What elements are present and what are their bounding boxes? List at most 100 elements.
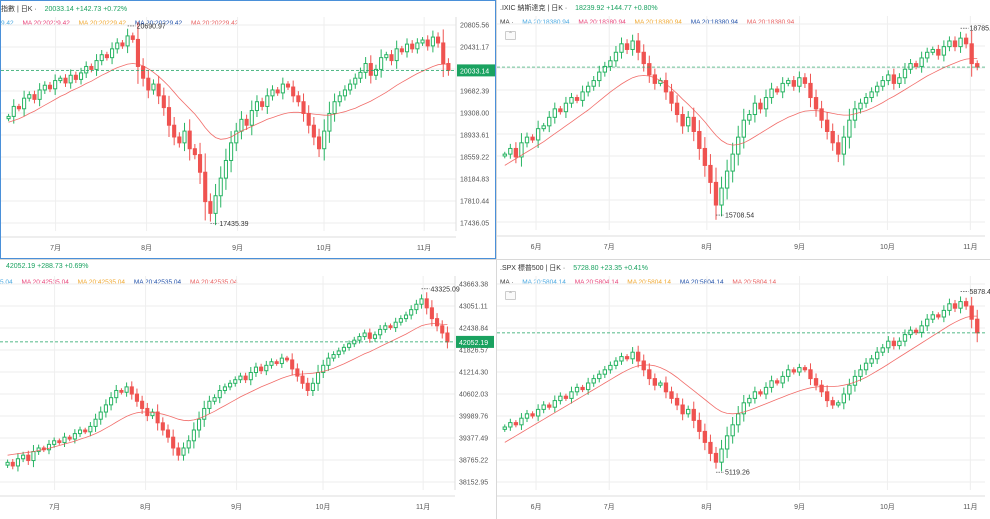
ma-legend-item[interactable]: MA · xyxy=(500,19,514,26)
candle-body xyxy=(306,112,311,126)
candle-body xyxy=(774,88,780,93)
candlestick-chart[interactable]: 20805.5620431.1720056.7819682.3919308.00… xyxy=(1,1,497,260)
candle-body xyxy=(858,369,863,377)
candle-body xyxy=(176,447,181,456)
candlestick-chart[interactable]: 6月 7月 8月 9月 10月 11月 18785.49 15708.54 xyxy=(497,0,990,259)
candle-body xyxy=(719,448,724,463)
candle-body xyxy=(741,402,746,415)
x-tick-label: 9月 xyxy=(232,244,243,252)
candle-body xyxy=(37,89,42,100)
candle-body xyxy=(975,318,980,334)
x-tick-label: 8月 xyxy=(701,243,712,251)
last-quote: 42052.19 +288.73 +0.69% xyxy=(6,263,89,270)
chart-title-bar: 42052.19 +288.73 +0.69% xyxy=(6,263,89,270)
candle-body xyxy=(357,336,362,341)
candle-body xyxy=(541,125,546,130)
candle-body xyxy=(53,80,58,90)
chart-title-bar: .SPX 標普500 | 日K · 5728.80 +23.35 +0.41% xyxy=(500,263,648,273)
candle-body xyxy=(580,386,585,391)
ma-legend-item: 5.04 xyxy=(0,279,13,286)
candlestick-chart[interactable]: 43663.38 43051.11 42438.84 41826.57 41214.30… xyxy=(0,260,496,519)
candle-body xyxy=(21,454,26,460)
candle-body xyxy=(182,130,187,144)
candle-body xyxy=(969,305,974,320)
candle-body xyxy=(624,356,630,360)
chart-panel-top-right[interactable]: .IXIC 納斯達克 | 日K · 18239.92 +144.77 +0.80… xyxy=(497,0,990,259)
candle-body xyxy=(104,54,109,59)
candle-body xyxy=(233,379,238,384)
candle-body xyxy=(311,124,316,138)
ma-legend-item: MA 20:18380.94 xyxy=(634,19,682,26)
candle-body xyxy=(763,97,769,110)
candle-body xyxy=(535,128,541,141)
candle-body xyxy=(824,391,830,402)
ma-legend-item: MA 20:5804.14 xyxy=(679,279,724,286)
candle-body xyxy=(913,329,919,333)
candle-body xyxy=(813,97,819,110)
low-label: 5119.26 xyxy=(725,470,750,477)
panel-divider xyxy=(0,259,990,260)
candle-body xyxy=(368,63,373,76)
candle-body xyxy=(322,130,327,150)
candle-body xyxy=(613,360,619,366)
candle-body xyxy=(72,433,77,440)
x-tick-label: 9月 xyxy=(794,243,805,251)
candle-body xyxy=(913,63,919,67)
candle-body xyxy=(691,116,696,132)
candle-body xyxy=(93,418,98,427)
chart-panel-bottom-left[interactable]: 42052.19 +288.73 +0.69% 5.04 MA 20:42535… xyxy=(0,260,496,519)
candle-body xyxy=(902,334,908,342)
ma-legend-item[interactable]: MA · xyxy=(500,279,514,286)
candle-body xyxy=(963,37,969,45)
chart-panel-bottom-right[interactable]: .SPX 標普500 | 日K · 5728.80 +23.35 +0.41% … xyxy=(497,260,990,519)
candle-body xyxy=(513,147,519,158)
candle-body xyxy=(197,154,203,173)
candle-body xyxy=(947,40,952,48)
candle-body xyxy=(120,42,125,47)
candle-body xyxy=(580,91,585,101)
collapse-icon[interactable]: ⌃ xyxy=(505,291,516,300)
candle-body xyxy=(758,102,763,110)
candle-body xyxy=(327,112,332,132)
collapse-icon[interactable]: ⌃ xyxy=(505,31,516,40)
last-price-label: 20033.14 xyxy=(460,68,489,75)
candle-body xyxy=(702,147,708,166)
candle-body xyxy=(16,105,21,110)
candle-body xyxy=(608,60,613,67)
candle-body xyxy=(445,332,450,343)
candle-body xyxy=(11,105,16,117)
candle-body xyxy=(597,71,602,82)
candle-body xyxy=(15,458,20,467)
candle-body xyxy=(234,130,239,144)
candlestick-chart[interactable]: 6月 7月 8月 9月 10月 11月 5878.46 5119.26 xyxy=(497,260,990,519)
candle-body xyxy=(125,35,130,47)
candle-body xyxy=(110,48,115,59)
candle-body xyxy=(969,43,974,65)
candle-body xyxy=(891,340,897,347)
candle-body xyxy=(172,124,177,138)
candle-body xyxy=(32,94,37,100)
candle-body xyxy=(103,404,108,413)
x-tick-label: 9月 xyxy=(231,503,242,511)
candle-body xyxy=(619,356,624,362)
candle-body xyxy=(398,318,403,323)
candle-body xyxy=(636,351,641,362)
candle-body xyxy=(674,102,680,116)
candle-body xyxy=(331,354,336,359)
x-tick-label: 10月 xyxy=(880,243,895,251)
candle-body xyxy=(836,142,841,155)
y-tick-label: 18559.22 xyxy=(460,155,489,162)
candle-body xyxy=(786,369,791,377)
candle-body xyxy=(669,391,674,399)
last-quote: 5728.80 +23.35 +0.41% xyxy=(573,265,648,272)
ma-legend-item: MA 20:5804.14 xyxy=(574,279,619,286)
candle-body xyxy=(99,54,104,62)
candle-body xyxy=(403,314,409,320)
candle-body xyxy=(409,309,414,316)
candle-body xyxy=(141,65,146,79)
candle-body xyxy=(62,436,67,444)
ma-legend-item: MA 20:18380.94 xyxy=(578,19,626,26)
candle-body xyxy=(119,389,124,393)
chart-panel-top-left[interactable]: 指數 | 日K · 20033.14 +142.73 +0.72% 9.42 M… xyxy=(0,0,496,259)
candle-body xyxy=(441,42,446,65)
